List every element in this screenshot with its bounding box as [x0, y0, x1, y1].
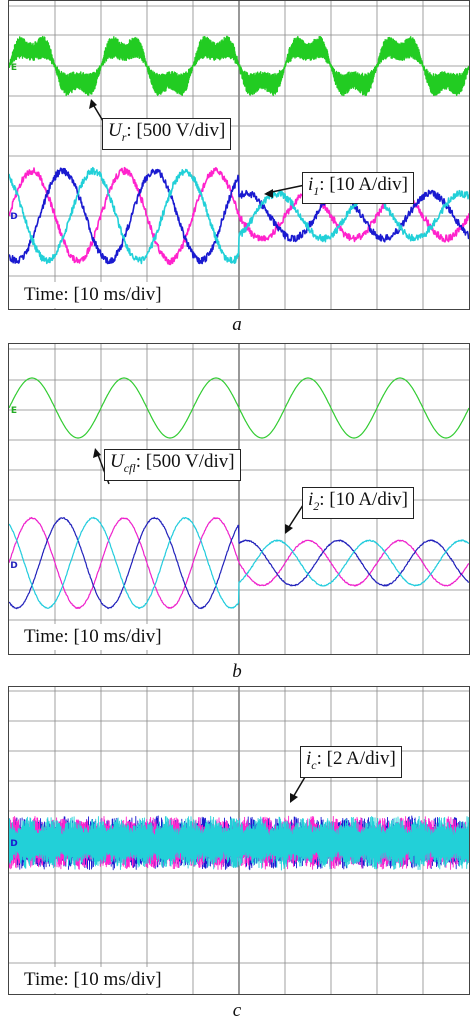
scope-grid: [9, 687, 469, 994]
channel-marker-current-a: D: [10, 212, 18, 222]
voltage-scale-label-b: Ucfl: [500 V/div]: [104, 449, 241, 481]
time-scale-label-b: Time: [10 ms/div]: [18, 624, 168, 650]
current-scale-label-a: i1: [10 A/div]: [302, 172, 414, 204]
current-scale-label-c: ic: [2 A/div]: [300, 746, 402, 778]
ripple-current-trace-3: [9, 815, 469, 871]
scope-screen-a: E D Time: [10 ms/div]: [8, 0, 470, 310]
scope-screen-c: D Time: [10 ms/div]: [8, 686, 470, 995]
time-scale-label-a: Time: [10 ms/div]: [18, 282, 168, 308]
pointer-arrow-head-ur: [89, 99, 97, 109]
current-trace-phase-1: [9, 516, 469, 609]
caption-a: a: [232, 314, 242, 335]
pointer-arrow-head-i1: [264, 189, 273, 198]
waveform-plot-b: [9, 344, 469, 654]
pointer-arrow-head-ic: [290, 793, 298, 803]
current-trace-phase-2: [9, 167, 469, 265]
pointer-arrow-head-i2: [285, 524, 293, 534]
voltage-trace-ur: [9, 35, 469, 97]
current-trace-phase-2: [9, 516, 469, 610]
pointer-arrow-i1: [266, 184, 306, 194]
panel-c: D Time: [10 ms/div] ic: [2 A/div] c: [0, 686, 474, 1024]
time-scale-label-c: Time: [10 ms/div]: [18, 967, 168, 993]
waveform-plot-a: [9, 1, 469, 309]
current-scale-label-b: i2: [10 A/div]: [302, 487, 414, 519]
current-trace-phase-3: [9, 166, 469, 265]
current-trace-phase-3: [9, 516, 469, 610]
voltage-scale-label-a: Ur: [500 V/div]: [102, 118, 232, 150]
panel-b: E D Time: [10 ms/div] Ucfl: [500 V/div] …: [0, 343, 474, 683]
channel-marker-current-c: D: [10, 839, 18, 849]
channel-marker-voltage-a: E: [10, 63, 18, 73]
voltage-trace-ucfl: [9, 377, 469, 439]
channel-marker-voltage-b: E: [10, 406, 18, 416]
channel-marker-current-b: D: [10, 561, 18, 571]
waveform-plot-c: [9, 687, 469, 994]
caption-c: c: [232, 1000, 242, 1021]
caption-b: b: [232, 661, 242, 682]
panel-a: E D Time: [10 ms/div] Ur: [500 V/div] i1…: [0, 0, 474, 340]
pointer-arrow-head-ucfl: [93, 448, 101, 458]
